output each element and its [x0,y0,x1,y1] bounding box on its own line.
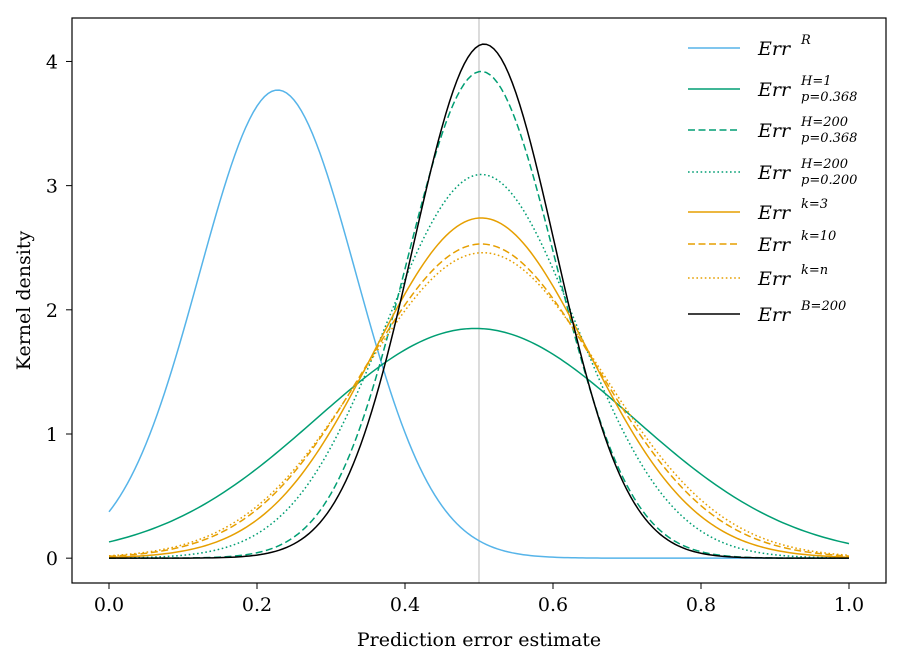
legend-superscript: H=200 [800,115,848,130]
legend-label: Err [757,202,792,224]
series-line-6 [108,243,850,558]
y-tick-label: 0 [46,548,58,570]
x-tick-label: 1.0 [834,594,864,616]
legend-superscript: k=n [801,263,828,278]
legend-superscript: H=200 [800,157,848,172]
y-axis-label: Kernel density [13,231,35,371]
legend-label: Err [757,162,792,184]
series-line-8 [109,43,849,559]
x-tick-label: 0.2 [242,594,272,616]
plot-lines [108,18,850,583]
legend-label: Err [757,79,792,101]
series-line-1 [108,89,849,559]
x-axis-label: Prediction error estimate [357,629,601,651]
legend-subscript: p=0.368 [801,90,857,105]
legend-superscript: k=10 [801,229,836,244]
legend-subscript: p=0.200 [801,173,857,188]
legend-label: Err [757,268,792,290]
y-tick-label: 3 [46,176,58,198]
plot-frame [71,17,887,584]
legend-superscript: R [800,33,811,48]
x-axis: 0.0 0.2 0.4 0.6 0.8 1.0 [94,583,864,616]
legend-label: Err [757,38,792,60]
legend-label: Err [757,120,792,142]
legend-label: Err [757,304,792,326]
legend-superscript: k=3 [801,197,828,212]
series-line-5 [108,217,850,559]
x-tick-label: 0.0 [94,594,124,616]
legend-subscript: p=0.368 [801,131,857,146]
y-tick-label: 4 [46,51,58,73]
y-axis: 0 1 2 3 4 [46,51,72,570]
x-tick-label: 0.6 [538,594,568,616]
legend-superscript: H=1 [800,74,832,89]
series-line-2 [108,327,850,545]
y-tick-label: 2 [46,300,58,322]
x-tick-label: 0.4 [390,594,420,616]
legend-superscript: B=200 [800,299,846,314]
x-tick-label: 0.8 [686,594,716,616]
legend-label: Err [757,234,792,256]
y-tick-label: 1 [46,424,58,446]
